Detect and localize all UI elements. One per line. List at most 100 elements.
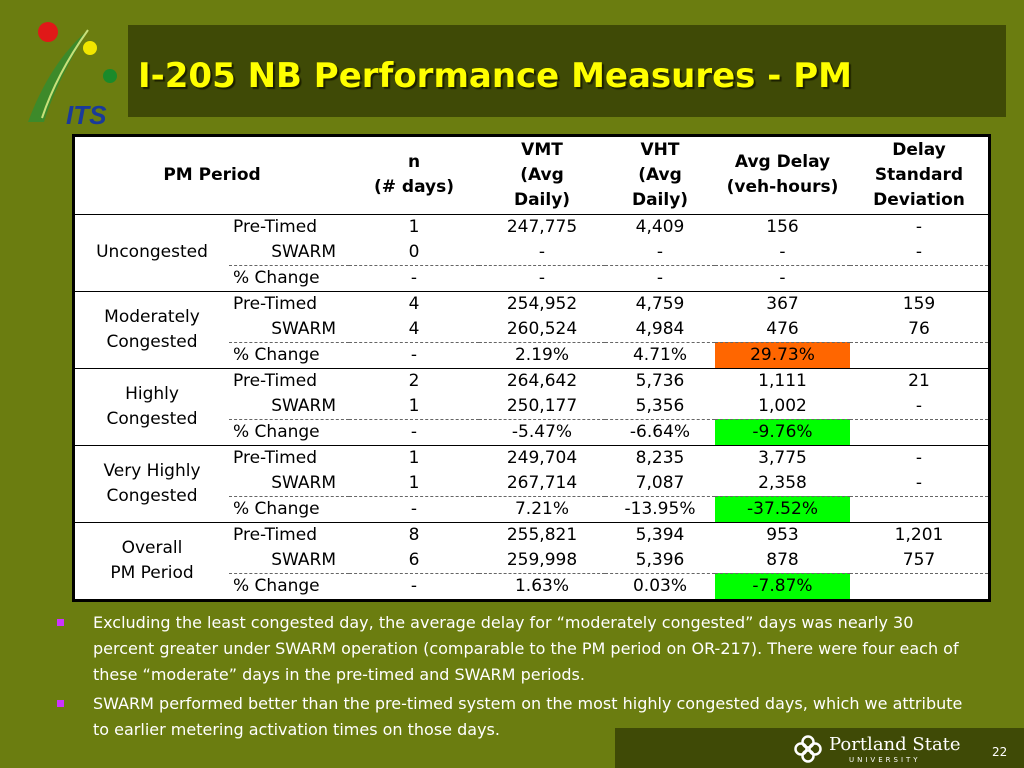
sd-cell: 159 [902, 293, 936, 314]
system-cell: Pre-Timed [233, 216, 317, 237]
table-row: Highly Congested Pre-Timed 2 264,642 5,73… [75, 368, 988, 446]
bullet-item: Excluding the least congested day, the a… [55, 610, 975, 688]
vmt-cell: 250,177 [506, 395, 578, 416]
vmt-cell: 259,998 [506, 549, 578, 570]
vht-cell: 7,087 [635, 472, 685, 493]
vht-cell: 4,984 [635, 318, 685, 339]
period-label: Moderately Congested [75, 291, 229, 369]
system-cell: % Change [229, 495, 349, 523]
table-row: % Change - 1.63% 0.03% -7.87% [75, 572, 988, 599]
vht-cell: - [656, 241, 664, 262]
sd-cell: 757 [902, 549, 936, 570]
system-cell: Pre-Timed [233, 293, 317, 314]
system-cell: % Change [229, 264, 349, 292]
vmt-cell: 254,952 [506, 293, 578, 314]
vht-cell: 5,394 [635, 524, 685, 545]
delay-cell: 156 [766, 216, 799, 237]
bullet-text: SWARM performed better than the pre-time… [93, 694, 963, 739]
system-cell: SWARM [271, 472, 336, 493]
table-row: SWARM 4 260,524 4,984 476 76 [75, 317, 988, 343]
delay-cell: 953 [766, 524, 799, 545]
table-header-row: PM Period n (# days) VMT (Avg Daily) VHT (Av… [75, 137, 988, 215]
system-cell: SWARM [271, 395, 336, 416]
table-row: Moderately Congested Pre-Timed 4 254,952 … [75, 291, 988, 369]
delay-cell: - [715, 264, 850, 292]
sd-cell [850, 341, 988, 369]
n-cell: 1 [408, 395, 420, 416]
header-avg-delay: Avg Delay (veh-hours) [715, 137, 850, 215]
header-n: n (# days) [349, 137, 479, 215]
psu-logo: Portland State UNIVERSITY [793, 733, 968, 766]
table-row: Overall PM Period Pre-Timed 8 255,821 5,3… [75, 522, 988, 583]
table-row: SWARM 1 267,714 7,087 2,358 - [75, 471, 988, 497]
vht-cell: 5,736 [635, 370, 685, 391]
system-cell: Pre-Timed [233, 447, 317, 468]
sd-cell [850, 572, 988, 599]
n-cell: 8 [408, 524, 420, 545]
table-row: SWARM 1 250,177 5,356 1,002 - [75, 394, 988, 420]
vht-cell: -6.64% [605, 418, 715, 446]
its-logo: ITS [28, 22, 117, 130]
vht-cell: 4,409 [635, 216, 685, 237]
n-cell: 2 [408, 370, 420, 391]
delay-cell: 3,775 [758, 447, 807, 468]
psu-emblem-icon [794, 735, 822, 763]
delay-cell: 1,002 [758, 395, 807, 416]
bullet-item: SWARM performed better than the pre-time… [55, 691, 975, 743]
table-row: SWARM 0 - - - - [75, 240, 988, 266]
system-cell: % Change [229, 418, 349, 446]
system-cell: SWARM [271, 241, 336, 262]
n-cell: 4 [408, 318, 420, 339]
n-cell: - [349, 495, 479, 523]
delay-cell: 2,358 [758, 472, 807, 493]
vmt-cell: 249,704 [506, 447, 578, 468]
vmt-cell: - [538, 241, 546, 262]
system-cell: SWARM [271, 318, 336, 339]
table-row: SWARM 6 259,998 5,396 878 757 [75, 548, 988, 574]
header-vht: VHT (Avg Daily) [605, 137, 715, 215]
delay-change-highlight-cell: -9.76% [715, 418, 850, 446]
header-delay-sd: Delay Standard Deviation [850, 137, 988, 215]
sd-cell: - [915, 241, 923, 262]
system-cell: SWARM [271, 549, 336, 570]
delay-cell: - [779, 241, 786, 262]
table-row: % Change - 2.19% 4.71% 29.73% [75, 341, 988, 369]
delay-change-highlight-cell: -7.87% [715, 572, 850, 599]
vht-cell: 5,356 [635, 395, 685, 416]
delay-cell: 1,111 [758, 370, 807, 391]
slide-title: I-205 NB Performance Measures - PM [138, 56, 852, 96]
sd-cell: 76 [908, 318, 930, 339]
n-cell: - [349, 341, 479, 369]
n-cell: - [349, 418, 479, 446]
square-bullet-icon [57, 700, 64, 707]
period-label: Overall PM Period [110, 537, 194, 583]
period-label: Highly Congested [75, 368, 229, 446]
vmt-cell: -5.47% [479, 418, 605, 446]
sd-cell [850, 495, 988, 523]
page-number: 22 [992, 745, 1008, 759]
n-cell: 4 [408, 293, 420, 314]
sd-cell: - [915, 395, 923, 416]
logo-yellow-dot [83, 41, 97, 55]
n-cell: 1 [408, 472, 420, 493]
delay-change-highlight-cell: 29.73% [715, 341, 850, 369]
logo-green-dot [103, 69, 117, 83]
vht-cell: - [605, 264, 715, 292]
n-cell: - [349, 572, 479, 599]
table-row: Very Highly Congested Pre-Timed 1 249,704… [75, 445, 988, 523]
vht-cell: 8,235 [635, 447, 685, 468]
system-cell: % Change [229, 341, 349, 369]
delay-change-highlight-cell: -37.52% [715, 495, 850, 523]
n-cell: - [349, 264, 479, 292]
table-row: Uncongested Pre-Timed 1 247,775 4,409 15… [75, 214, 988, 292]
performance-table: PM Period n (# days) VMT (Avg Daily) VHT (Av… [72, 134, 991, 602]
delay-cell: 878 [766, 549, 799, 570]
vmt-cell: 1.63% [479, 572, 605, 599]
system-cell: Pre-Timed [233, 524, 317, 545]
period-label: Very Highly Congested [75, 445, 229, 523]
n-cell: 6 [408, 549, 420, 570]
table-row: % Change - -5.47% -6.64% -9.76% [75, 418, 988, 446]
delay-cell: 367 [766, 293, 799, 314]
vmt-cell: 260,524 [506, 318, 578, 339]
sd-cell [850, 418, 988, 446]
